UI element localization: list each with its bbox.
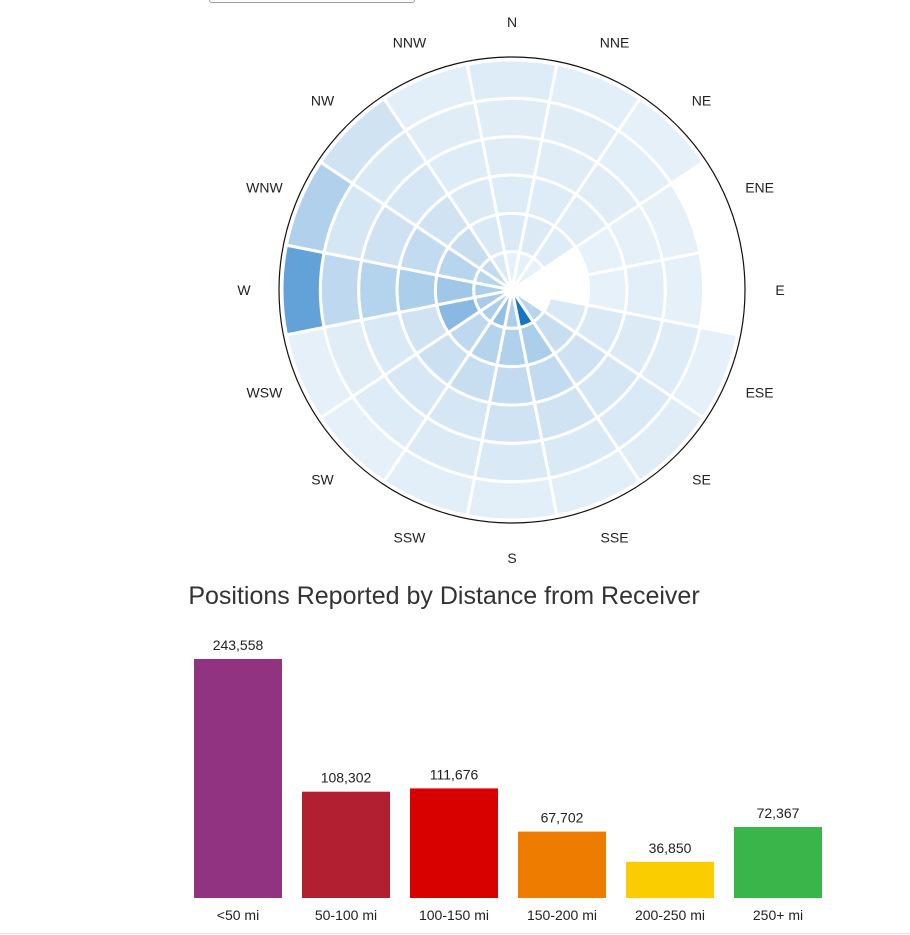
bar-1-category-label: <50 mi <box>217 907 259 923</box>
direction-label-nne: NNE <box>600 34 630 50</box>
polar-cell-e-ring-6 <box>698 243 744 337</box>
polar-cell-e-ring-4 <box>623 258 667 322</box>
polar-cell-n-ring-6 <box>465 58 559 104</box>
bar-1 <box>194 659 282 898</box>
direction-label-sse: SSE <box>601 530 629 546</box>
polar-cell-w-ring-5 <box>318 250 364 330</box>
bar-4-category-label: 150-200 mi <box>527 907 597 923</box>
distance-bar-chart: Positions Reported by Distance from Rece… <box>188 582 822 923</box>
polar-cells <box>280 58 744 522</box>
bottom-divider <box>0 933 910 934</box>
bars: 243,558 <50 mi 108,302 50-100 mi 111,676 100-… <box>194 637 822 923</box>
polar-outline <box>278 56 746 524</box>
bar-3-category-label: 100-150 mi <box>419 907 489 923</box>
top-select-control[interactable] <box>209 0 415 3</box>
bar-6-category-label: 250+ mi <box>753 907 803 923</box>
polar-direction-chart: N NNE NE ENE E ESE SE SSE S SSW SW WSW W WNW NW NNW <box>237 14 784 566</box>
bar-3-value-label: 111,676 <box>430 766 479 782</box>
polar-cell-s-ring-5 <box>472 438 552 484</box>
direction-label-e: E <box>775 282 784 298</box>
direction-label-s: S <box>507 550 516 566</box>
polar-cell-w-ring-4 <box>357 258 401 322</box>
bar-5-value-label: 36,850 <box>649 840 692 856</box>
bar-1-value-label: 243,558 <box>213 637 264 653</box>
bar-2 <box>302 791 390 898</box>
bar-3 <box>410 788 498 898</box>
bar-5-category-label: 200-250 mi <box>635 907 705 923</box>
bar-2-category-label: 50-100 mi <box>315 907 377 923</box>
polar-cell-s-ring-6 <box>465 476 559 522</box>
direction-label-w: W <box>237 282 251 298</box>
polar-cell-nnw-ring-6 <box>382 62 477 133</box>
direction-label-wsw: WSW <box>247 385 284 401</box>
direction-label-ne: NE <box>692 93 711 109</box>
bar-4 <box>518 831 606 898</box>
direction-labels: N NNE NE ENE E ESE SE SSE S SSW SW WSW W WNW NW NNW <box>237 14 784 566</box>
chart-title: Positions Reported by Distance from Rece… <box>188 582 699 610</box>
bar-6 <box>734 827 822 898</box>
direction-label-wnw: WNW <box>246 179 283 195</box>
polar-cell-e-ring-5 <box>660 250 706 330</box>
direction-label-se: SE <box>692 472 711 488</box>
bar-5 <box>626 861 714 898</box>
direction-label-nw: NW <box>311 93 335 109</box>
polar-cell-w-ring-6 <box>280 243 326 337</box>
direction-label-n: N <box>507 14 517 30</box>
bar-6-value-label: 72,367 <box>757 805 800 821</box>
direction-label-sw: SW <box>311 472 334 488</box>
polar-cell-n-ring-4 <box>480 135 544 179</box>
direction-label-ese: ESE <box>746 385 774 401</box>
polar-cell-n-ring-5 <box>472 96 552 142</box>
polar-cell-s-ring-4 <box>480 401 544 445</box>
bar-2-value-label: 108,302 <box>321 770 372 786</box>
bar-4-value-label: 67,702 <box>541 810 584 826</box>
direction-label-ene: ENE <box>745 179 774 195</box>
direction-label-nnw: NNW <box>393 34 427 50</box>
direction-label-ssw: SSW <box>393 530 426 546</box>
